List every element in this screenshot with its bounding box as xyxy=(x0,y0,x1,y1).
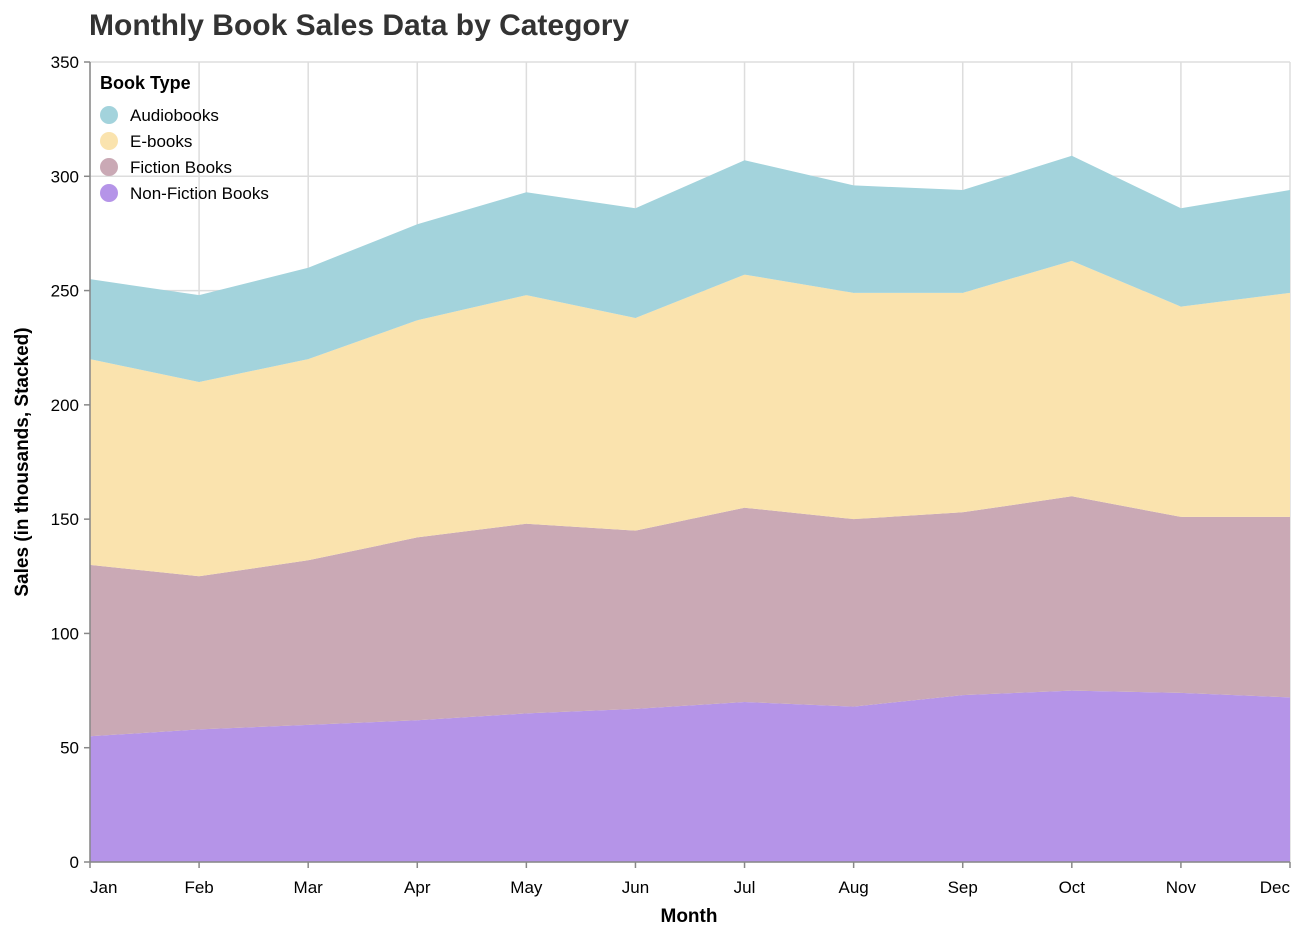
area-fiction-books xyxy=(90,496,1290,737)
y-tick-label: 250 xyxy=(51,282,79,301)
x-tick-label: Sep xyxy=(948,878,978,897)
area-non-fiction-books xyxy=(90,690,1290,862)
x-tick-label: Feb xyxy=(184,878,213,897)
y-tick-label: 200 xyxy=(51,396,79,415)
stacked-areas xyxy=(90,155,1290,862)
y-tick-label: 0 xyxy=(70,853,79,872)
legend-swatch-e-books xyxy=(100,132,118,150)
legend-swatch-non-fiction-books xyxy=(100,184,118,202)
x-tick-label: Dec xyxy=(1260,878,1291,897)
chart-title: Monthly Book Sales Data by Category xyxy=(89,9,629,42)
x-tick-label: Oct xyxy=(1059,878,1086,897)
x-tick-label: Jul xyxy=(734,878,756,897)
legend-label-e-books: E-books xyxy=(130,132,192,151)
x-tick-label: Nov xyxy=(1166,878,1197,897)
legend-label-fiction-books: Fiction Books xyxy=(130,158,232,177)
y-tick-label: 300 xyxy=(51,167,79,186)
legend-label-non-fiction-books: Non-Fiction Books xyxy=(130,184,269,203)
x-tick-label: Apr xyxy=(404,878,431,897)
x-tick-label: Aug xyxy=(839,878,869,897)
legend: Book Type Audiobooks E-books Fiction Books… xyxy=(100,73,269,203)
x-tick-label: Mar xyxy=(294,878,324,897)
y-tick-label: 50 xyxy=(60,739,79,758)
legend-label-audiobooks: Audiobooks xyxy=(130,106,219,125)
area-e-books xyxy=(90,260,1290,577)
x-axis-label: Month xyxy=(661,906,718,927)
x-tick-label: May xyxy=(510,878,543,897)
y-axis-label: Sales (in thousands, Stacked) xyxy=(12,327,33,596)
x-tick-label: Jun xyxy=(622,878,649,897)
y-tick-label: 350 xyxy=(51,53,79,72)
area-audiobooks xyxy=(90,155,1290,382)
legend-swatch-audiobooks xyxy=(100,106,118,124)
axes: 0 50 100 150 200 250 300 350 Jan Feb Mar Apr May Jun J… xyxy=(51,53,1291,897)
legend-title: Book Type xyxy=(100,73,191,93)
y-tick-label: 150 xyxy=(51,510,79,529)
legend-swatch-fiction-books xyxy=(100,158,118,176)
y-tick-label: 100 xyxy=(51,624,79,643)
x-tick-label: Jan xyxy=(90,878,117,897)
